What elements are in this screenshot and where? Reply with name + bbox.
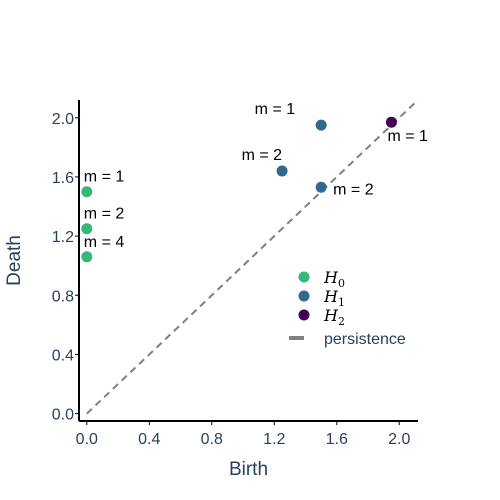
x-tick-label: 0.8: [201, 431, 223, 448]
legend-item-persistence[interactable]: persistence: [289, 331, 406, 348]
diagonal-layer: [86, 99, 419, 415]
x-ticks: 0.0 0.4 0.8 1.2 1.6 2.0: [76, 421, 410, 448]
multiplicity-label: m = 1: [84, 169, 125, 186]
point-h2-1[interactable]: [385, 116, 397, 128]
annotations-layer: m = 1 m = 2 m = 4 m = 1 m = 2 m = 2 m = 1: [84, 101, 428, 251]
multiplicity-label: m = 2: [84, 206, 125, 223]
point-h0-3[interactable]: [81, 251, 93, 263]
points-layer: [81, 116, 397, 263]
legend-item-h2[interactable]: H2: [298, 306, 345, 328]
legend-label: H1: [323, 287, 345, 309]
legend-label: H2: [323, 306, 345, 328]
x-tick-label: 1.6: [326, 431, 348, 448]
legend-item-h1[interactable]: H1: [298, 287, 345, 309]
legend-label: H0: [323, 268, 345, 290]
x-axis-title: Birth: [229, 459, 268, 480]
x-tick-label: 2.0: [388, 431, 410, 448]
y-tick-label: 0.8: [52, 288, 74, 305]
x-tick-label: 0.4: [138, 431, 160, 448]
y-ticks: 0.0 0.4 0.8 1.2 1.6 2.0: [52, 111, 79, 424]
point-h1-2[interactable]: [276, 165, 288, 177]
y-tick-label: 2.0: [52, 111, 74, 128]
axes-layer: [78, 100, 418, 422]
multiplicity-label: m = 2: [242, 147, 283, 164]
legend-item-h0[interactable]: H0: [298, 268, 345, 290]
multiplicity-label: m = 1: [255, 101, 296, 118]
multiplicity-label: m = 4: [84, 234, 125, 251]
legend-marker: [298, 309, 310, 321]
point-h0-2[interactable]: [81, 223, 93, 235]
multiplicity-label: m = 1: [387, 128, 428, 145]
point-h1-3[interactable]: [315, 181, 327, 193]
legend-marker: [298, 271, 310, 283]
y-axis-title: Death: [4, 235, 25, 286]
persistence-diagonal-line: [86, 99, 419, 415]
multiplicity-label: m = 2: [333, 181, 374, 198]
y-tick-label: 1.2: [52, 229, 74, 246]
x-tick-label: 1.2: [263, 431, 285, 448]
y-tick-label: 0.0: [52, 407, 74, 424]
point-h0-1[interactable]: [81, 186, 93, 198]
y-tick-label: 0.4: [52, 347, 74, 364]
y-tick-label: 1.6: [52, 170, 74, 187]
legend-marker: [298, 290, 310, 302]
point-h1-1[interactable]: [315, 119, 327, 131]
legend-label: persistence: [324, 331, 406, 348]
x-tick-label: 0.0: [76, 431, 98, 448]
